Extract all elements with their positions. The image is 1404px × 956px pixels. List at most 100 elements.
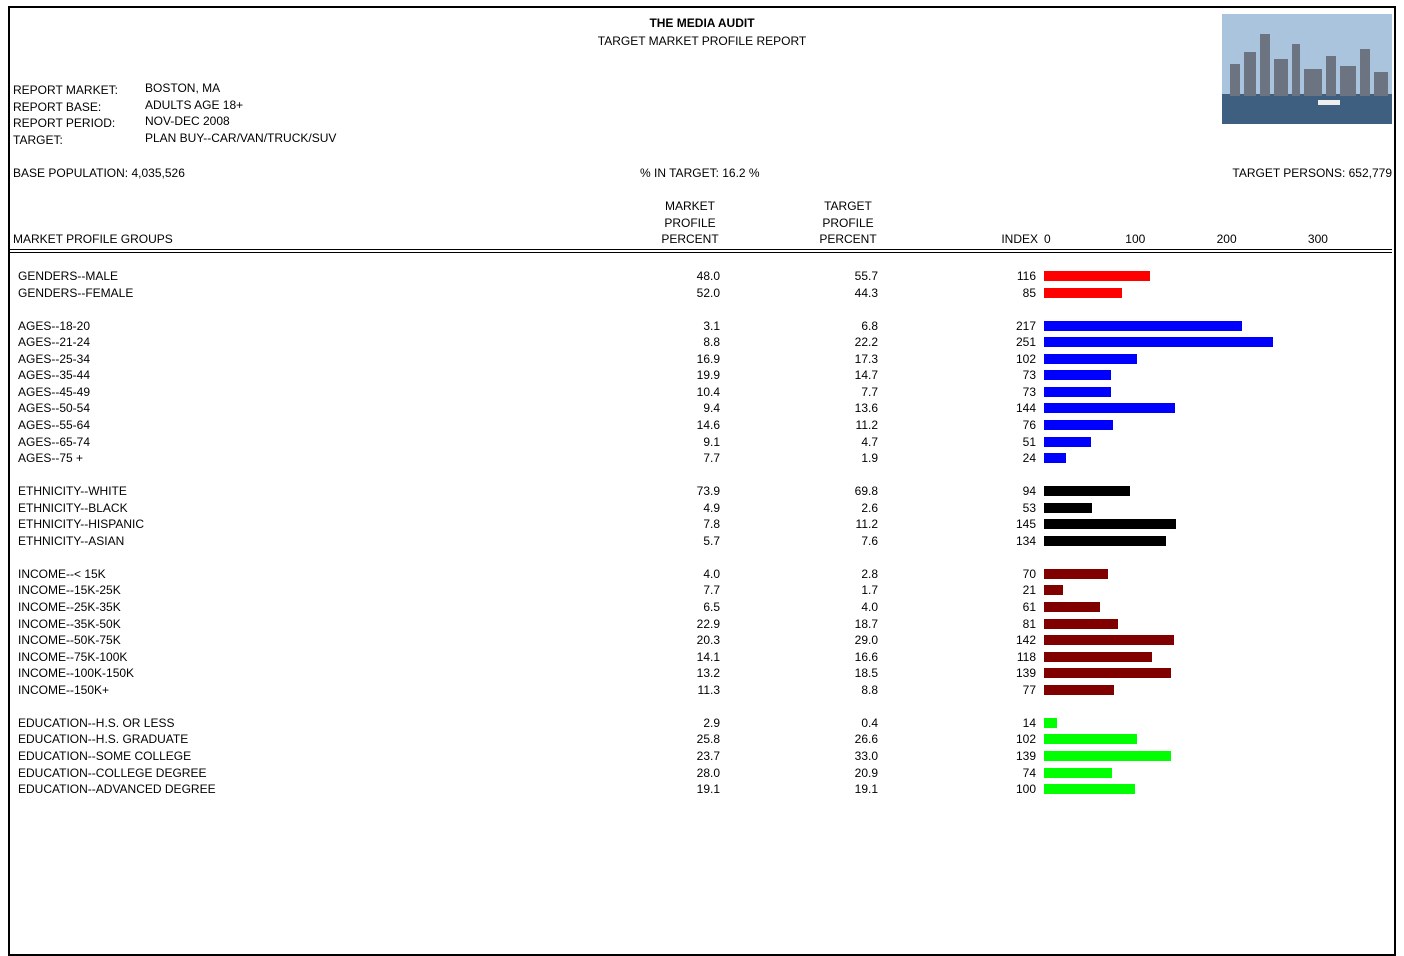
column-header: INDEX — [960, 232, 1038, 246]
target-percent: 33.0 — [798, 749, 878, 763]
index-value: 14 — [960, 716, 1036, 730]
target-percent: 29.0 — [798, 633, 878, 647]
target-percent: 19.1 — [798, 782, 878, 796]
target-percent: 17.3 — [798, 352, 878, 366]
index-bar — [1044, 403, 1175, 413]
group-label: EDUCATION--COLLEGE DEGREE — [18, 766, 206, 780]
index-value: 139 — [960, 749, 1036, 763]
market-percent: 7.7 — [640, 583, 720, 597]
info-label: REPORT BASE: — [13, 100, 101, 114]
market-percent: 3.1 — [640, 319, 720, 333]
market-percent: 13.2 — [640, 666, 720, 680]
group-label: AGES--65-74 — [18, 435, 90, 449]
index-value: 102 — [960, 352, 1036, 366]
target-persons: TARGET PERSONS: 652,779 — [1192, 166, 1392, 180]
market-percent: 73.9 — [640, 484, 720, 498]
target-percent: 4.7 — [798, 435, 878, 449]
target-percent: 8.8 — [798, 683, 878, 697]
page: THE MEDIA AUDIT TARGET MARKET PROFILE RE… — [0, 0, 1404, 942]
column-header: PERCENT — [808, 232, 888, 246]
group-label: AGES--25-34 — [18, 352, 90, 366]
target-percent: 1.7 — [798, 583, 878, 597]
info-label: REPORT MARKET: — [13, 83, 118, 97]
target-percent: 22.2 — [798, 335, 878, 349]
market-percent: 25.8 — [640, 732, 720, 746]
index-bar — [1044, 271, 1150, 281]
report-frame — [8, 6, 1396, 956]
target-percent: 11.2 — [798, 418, 878, 432]
group-label: INCOME--100K-150K — [18, 666, 134, 680]
index-bar — [1044, 784, 1135, 794]
market-percent: 48.0 — [640, 269, 720, 283]
market-percent: 9.1 — [640, 435, 720, 449]
group-label: INCOME--35K-50K — [18, 617, 121, 631]
market-percent: 20.3 — [640, 633, 720, 647]
market-percent: 19.9 — [640, 368, 720, 382]
index-bar — [1044, 668, 1171, 678]
target-percent: 16.6 — [798, 650, 878, 664]
index-bar — [1044, 453, 1066, 463]
index-value: 81 — [960, 617, 1036, 631]
target-percent: 0.4 — [798, 716, 878, 730]
index-bar — [1044, 734, 1137, 744]
group-label: AGES--35-44 — [18, 368, 90, 382]
group-label: ETHNICITY--BLACK — [18, 501, 128, 515]
index-value: 118 — [960, 650, 1036, 664]
index-tick-label: 0 — [1044, 232, 1051, 246]
group-label: INCOME--15K-25K — [18, 583, 121, 597]
index-value: 144 — [960, 401, 1036, 415]
index-value: 145 — [960, 517, 1036, 531]
info-value: NOV-DEC 2008 — [145, 114, 230, 128]
header-rule — [10, 252, 1392, 253]
market-percent: 5.7 — [640, 534, 720, 548]
market-percent: 19.1 — [640, 782, 720, 796]
market-percent: 8.8 — [640, 335, 720, 349]
index-value: 73 — [960, 368, 1036, 382]
index-tick-label: 200 — [1217, 232, 1237, 246]
target-percent: 14.7 — [798, 368, 878, 382]
index-bar — [1044, 619, 1118, 629]
target-percent: 13.6 — [798, 401, 878, 415]
market-percent: 14.6 — [640, 418, 720, 432]
column-header: MARKET PROFILE GROUPS — [13, 232, 173, 246]
market-percent: 7.7 — [640, 451, 720, 465]
index-bar — [1044, 768, 1112, 778]
index-bar — [1044, 602, 1100, 612]
group-label: ETHNICITY--ASIAN — [18, 534, 124, 548]
info-label: TARGET: — [13, 133, 63, 147]
index-value: 142 — [960, 633, 1036, 647]
index-bar — [1044, 718, 1057, 728]
report-subtitle: TARGET MARKET PROFILE REPORT — [452, 34, 952, 48]
index-bar — [1044, 354, 1137, 364]
index-value: 24 — [960, 451, 1036, 465]
target-percent: 4.0 — [798, 600, 878, 614]
target-percent: 7.7 — [798, 385, 878, 399]
index-bar — [1044, 519, 1176, 529]
target-percent: 18.5 — [798, 666, 878, 680]
city-photo — [1222, 14, 1392, 124]
market-percent: 2.9 — [640, 716, 720, 730]
group-label: INCOME--25K-35K — [18, 600, 121, 614]
index-bar — [1044, 503, 1092, 513]
index-value: 70 — [960, 567, 1036, 581]
target-percent: 44.3 — [798, 286, 878, 300]
group-label: AGES--18-20 — [18, 319, 90, 333]
column-header: TARGET — [808, 199, 888, 213]
index-value: 53 — [960, 501, 1036, 515]
group-label: AGES--45-49 — [18, 385, 90, 399]
index-value: 21 — [960, 583, 1036, 597]
info-value: ADULTS AGE 18+ — [145, 98, 243, 112]
group-label: AGES--21-24 — [18, 335, 90, 349]
pct-in-target: % IN TARGET: 16.2 % — [640, 166, 760, 180]
group-label: ETHNICITY--HISPANIC — [18, 517, 144, 531]
target-percent: 7.6 — [798, 534, 878, 548]
target-percent: 55.7 — [798, 269, 878, 283]
index-tick-label: 100 — [1125, 232, 1145, 246]
target-percent: 11.2 — [798, 517, 878, 531]
market-percent: 7.8 — [640, 517, 720, 531]
index-bar — [1044, 751, 1171, 761]
group-label: AGES--50-54 — [18, 401, 90, 415]
index-tick-label: 300 — [1308, 232, 1328, 246]
index-value: 94 — [960, 484, 1036, 498]
index-bar — [1044, 635, 1174, 645]
